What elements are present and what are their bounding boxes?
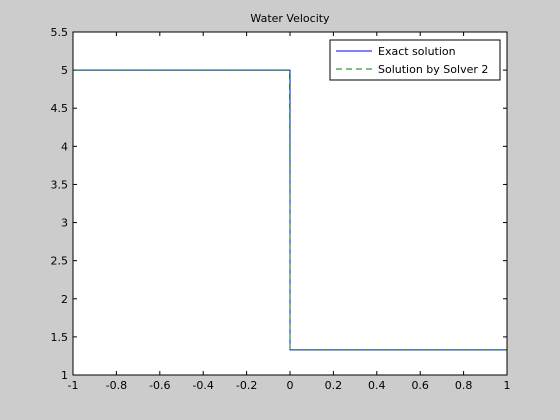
series-line-2 bbox=[73, 69, 507, 351]
legend-box bbox=[329, 39, 501, 81]
y-tick-label: 3.5 bbox=[51, 178, 69, 191]
y-tick-label: 4.5 bbox=[51, 102, 69, 115]
y-tick-label: 5.5 bbox=[51, 26, 69, 39]
y-tick-label: 1.5 bbox=[51, 331, 69, 344]
y-tick-label: 1 bbox=[61, 369, 68, 382]
x-tick-label: -0.2 bbox=[236, 379, 257, 392]
legend-entry: Exact solution bbox=[378, 45, 456, 58]
legend: Exact solution Solution by Solver 2 bbox=[329, 39, 501, 81]
series-layer bbox=[73, 69, 507, 351]
x-tick-label: 0.4 bbox=[368, 379, 386, 392]
y-tick-label: 3 bbox=[61, 217, 68, 230]
chart-title: Water Velocity bbox=[250, 12, 330, 25]
x-tick-label: -0.6 bbox=[149, 379, 170, 392]
x-tick-label: 0 bbox=[287, 379, 294, 392]
y-tick-label: 2.5 bbox=[51, 255, 69, 268]
x-tick-label: 0.2 bbox=[325, 379, 343, 392]
axes-box bbox=[72, 31, 508, 376]
y-tick-label: 5 bbox=[61, 64, 68, 77]
x-tick-label: -0.8 bbox=[106, 379, 127, 392]
x-tick-label: -0.4 bbox=[192, 379, 213, 392]
x-tick-label: 0.8 bbox=[455, 379, 473, 392]
x-tick-label: 1 bbox=[504, 379, 511, 392]
x-tick-label: 0.6 bbox=[411, 379, 429, 392]
legend-entry: Solution by Solver 2 bbox=[378, 63, 488, 76]
y-tick-label: 4 bbox=[61, 140, 68, 153]
axis-ticks: -1 -0.8 -0.6 -0.4 -0.2 0 0.2 0.4 0.6 0.8 1 1 1.5 2 2.5… bbox=[51, 26, 511, 392]
y-tick-label: 2 bbox=[61, 293, 68, 306]
x-tick-label: -1 bbox=[68, 379, 79, 392]
